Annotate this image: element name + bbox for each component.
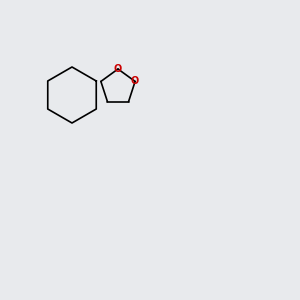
Text: O: O	[131, 76, 139, 86]
Text: O: O	[114, 64, 122, 74]
